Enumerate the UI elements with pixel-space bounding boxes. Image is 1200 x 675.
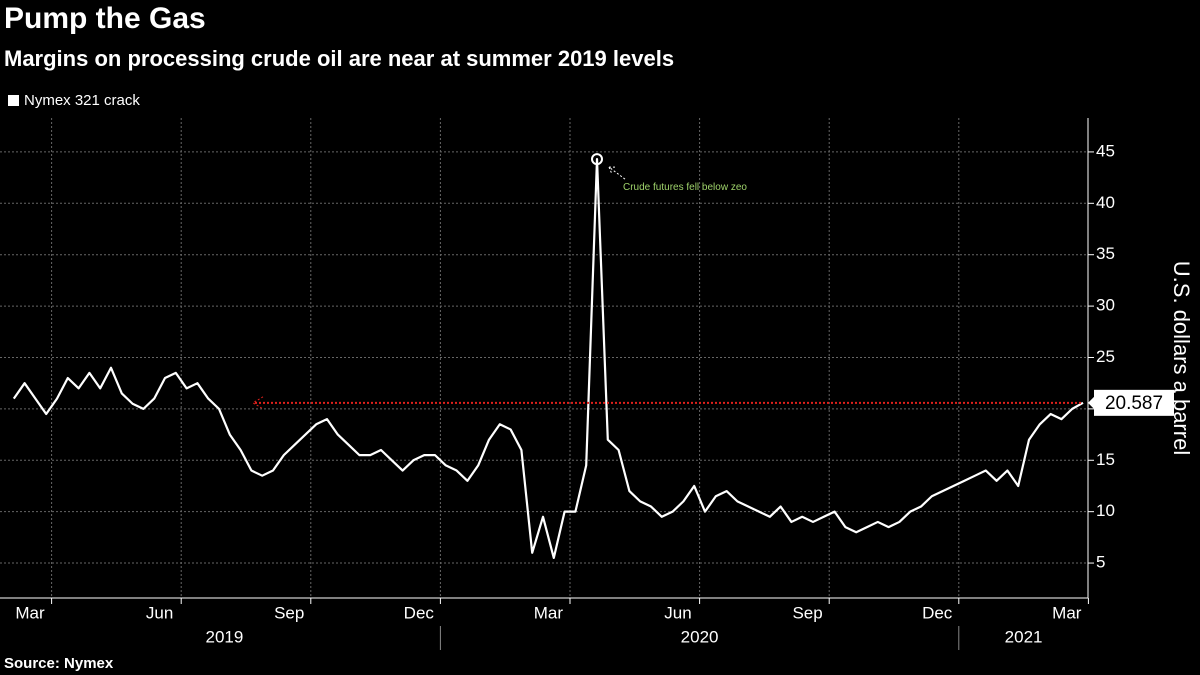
- annotation: Crude futures fell below zeo: [623, 182, 747, 193]
- year-label: 2019: [205, 627, 243, 646]
- year-label: 2021: [1005, 627, 1043, 646]
- legend-swatch: [8, 95, 19, 106]
- annotation-arrow: [608, 166, 626, 180]
- series-line: [12, 158, 1084, 560]
- chart-subtitle: Margins on processing crude oil are near…: [4, 46, 674, 71]
- peak-marker: [591, 153, 603, 166]
- x-tick-label: Jun: [664, 603, 691, 622]
- x-tick-label: Dec: [404, 603, 435, 622]
- y-tick-label: 35: [1096, 244, 1115, 263]
- x-tick-label: Sep: [792, 603, 822, 622]
- y-tick-label: 10: [1096, 501, 1115, 520]
- y-tick-label: 15: [1096, 450, 1115, 469]
- x-tick-label: Mar: [534, 603, 564, 622]
- value-box-pointer: [1088, 395, 1095, 410]
- year-label: 2020: [681, 627, 719, 646]
- value-box: [1094, 389, 1174, 416]
- y-tick-label: 30: [1096, 296, 1115, 315]
- y-tick-label: 5: [1096, 553, 1105, 572]
- x-tick-label: Sep: [274, 603, 304, 622]
- y-tick-label: 40: [1096, 193, 1115, 212]
- x-tick-label: Mar: [1052, 603, 1082, 622]
- source: Source: Nymex: [4, 655, 114, 672]
- x-tick-label: Jun: [146, 603, 173, 622]
- y-tick-label: 25: [1096, 347, 1115, 366]
- chart-title: Pump the Gas: [4, 2, 206, 35]
- x-tick-label: Dec: [922, 603, 953, 622]
- y-axis-label: U.S. dollars a barrel: [1169, 261, 1194, 455]
- x-tick-label: Mar: [15, 603, 45, 622]
- legend-label: Nymex 321 crack: [24, 92, 140, 109]
- y-tick-label: 45: [1096, 141, 1115, 160]
- value-label: 20.587: [1105, 393, 1163, 414]
